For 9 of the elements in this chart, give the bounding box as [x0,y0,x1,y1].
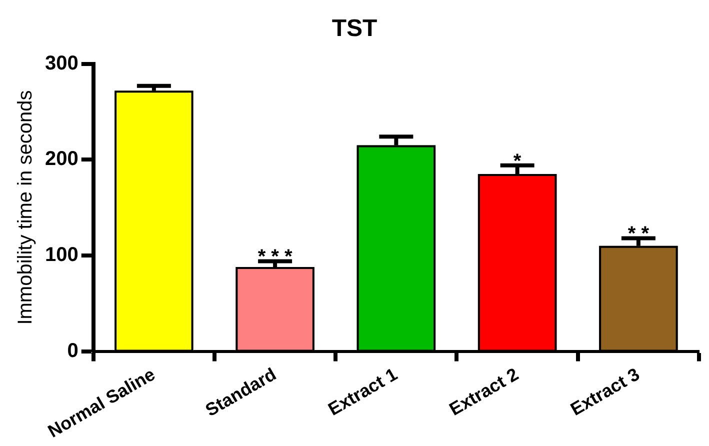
y-tick-label: 200 [44,148,78,170]
y-axis-title: Immobility time in seconds [14,90,37,325]
chart-title: TST [332,15,378,42]
y-tick-label: 100 [44,244,78,266]
annotation: * * [628,223,650,246]
annotation: * * * [258,246,293,268]
y-tick-label: 0 [67,340,78,362]
y-tick-label: 300 [44,52,78,74]
annotation: * [513,150,522,172]
